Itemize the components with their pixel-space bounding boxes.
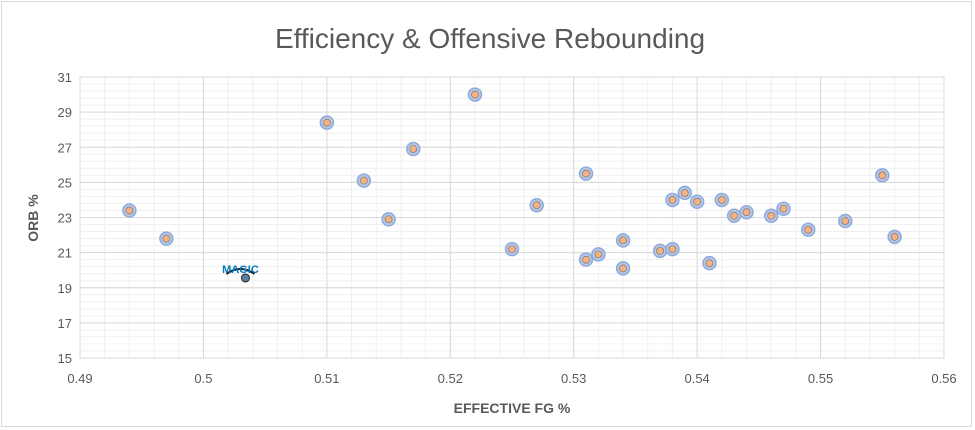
x-axis-label: EFFECTIVE FG % — [454, 400, 571, 416]
data-point-marker — [471, 90, 479, 99]
x-axis-ticks: 0.49 0.5 0.51 0.52 0.53 0.54 0.55 0.56 — [67, 371, 956, 386]
data-point — [159, 231, 174, 246]
data-point — [800, 222, 816, 238]
data-point-marker — [582, 255, 590, 264]
data-point — [739, 204, 754, 220]
magic-logo-marker: MAGIC — [222, 264, 259, 283]
data-point-marker — [730, 211, 738, 220]
data-point-marker — [693, 197, 701, 206]
data-point-marker — [742, 208, 751, 217]
data-point — [615, 261, 631, 276]
data-point-marker — [619, 236, 627, 245]
data-point-marker — [718, 196, 726, 204]
data-point-marker — [668, 245, 677, 253]
data-point — [665, 241, 680, 257]
data-point-marker — [582, 169, 590, 178]
x-tick-label: 0.56 — [931, 371, 956, 386]
data-point — [702, 255, 717, 271]
data-point — [689, 194, 705, 209]
x-tick-label: 0.52 — [438, 371, 463, 386]
data-point — [356, 173, 372, 188]
x-tick-label: 0.54 — [684, 371, 709, 386]
data-point-marker — [360, 176, 368, 185]
data-point — [591, 247, 606, 262]
data-point-marker — [125, 206, 134, 215]
data-point — [578, 166, 594, 181]
plot-area-border — [79, 76, 945, 359]
data-point — [652, 243, 668, 259]
data-point — [838, 213, 853, 229]
logo-ball — [240, 273, 250, 283]
data-point-marker — [656, 247, 664, 255]
x-tick-label: 0.53 — [561, 371, 586, 386]
data-point-marker — [779, 204, 788, 213]
data-point-marker — [890, 233, 899, 241]
data-point-marker — [409, 145, 418, 153]
y-tick-label: 29 — [58, 105, 72, 120]
logo-text: MAGIC — [222, 264, 259, 276]
y-tick-label: 23 — [58, 211, 72, 226]
data-point — [875, 168, 890, 183]
y-tick-label: 17 — [58, 316, 72, 331]
data-point-marker — [384, 215, 393, 224]
data-point — [763, 208, 779, 223]
data-point-marker — [162, 234, 171, 243]
y-tick-label: 15 — [58, 351, 72, 366]
data-point — [578, 252, 594, 267]
data-point-marker — [680, 189, 689, 197]
logo-swoosh — [225, 267, 256, 275]
data-point — [677, 185, 693, 201]
y-tick-label: 27 — [58, 140, 72, 155]
y-tick-label: 19 — [58, 281, 72, 296]
y-tick-label: 21 — [58, 246, 72, 261]
data-point — [714, 192, 730, 208]
data-point — [887, 229, 902, 245]
data-point — [615, 233, 631, 248]
data-point — [726, 208, 742, 223]
data-point-marker — [508, 245, 516, 253]
data-point-marker — [705, 259, 714, 267]
data-point — [665, 192, 680, 208]
y-axis-ticks: 15 17 19 21 23 25 27 29 31 — [58, 70, 72, 366]
data-point — [504, 241, 520, 257]
data-point-marker — [841, 217, 850, 225]
data-point-marker — [532, 201, 541, 210]
data-points: MAGIC — [122, 87, 902, 283]
y-tick-label: 25 — [58, 175, 72, 190]
data-point-marker — [767, 211, 776, 220]
data-point-marker — [668, 196, 677, 204]
data-point — [319, 115, 335, 130]
gridlines — [79, 76, 945, 359]
data-point-marker — [323, 118, 331, 127]
chart-title: Efficiency & Offensive Rebounding — [275, 23, 705, 54]
data-point — [122, 203, 137, 218]
data-point — [467, 87, 483, 102]
data-point-marker — [619, 264, 627, 273]
y-tick-label: 31 — [58, 70, 72, 85]
data-point-marker — [594, 250, 603, 259]
data-point — [529, 197, 544, 213]
data-point-marker — [804, 225, 813, 234]
x-tick-label: 0.51 — [314, 371, 339, 386]
data-point — [381, 212, 396, 227]
data-point — [776, 201, 791, 216]
x-tick-label: 0.55 — [808, 371, 833, 386]
data-point — [406, 141, 421, 157]
data-point-marker — [878, 171, 887, 180]
y-axis-label: ORB % — [25, 194, 41, 242]
x-tick-label: 0.49 — [67, 371, 92, 386]
x-tick-label: 0.5 — [194, 371, 212, 386]
